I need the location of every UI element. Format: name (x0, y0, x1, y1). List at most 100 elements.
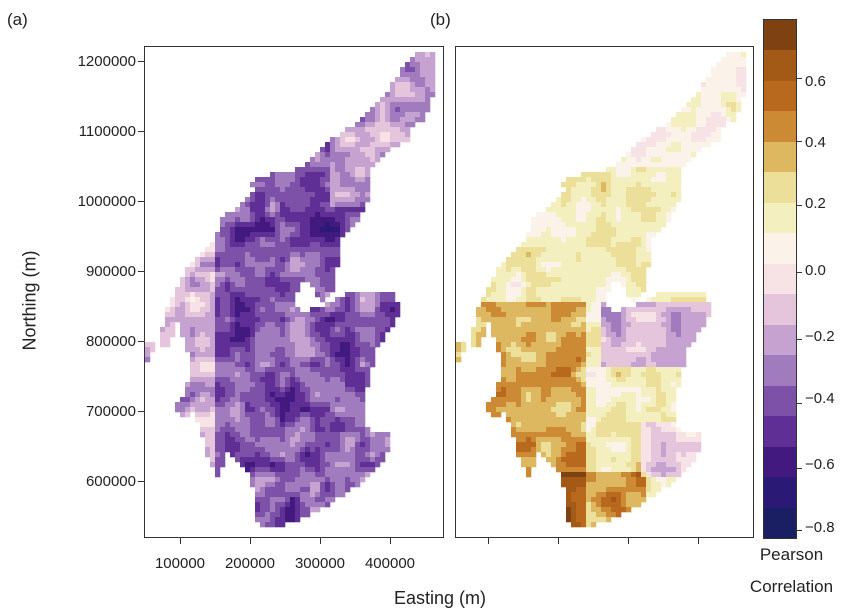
map-cell (320, 252, 326, 258)
map-cell (571, 192, 577, 198)
map-cell (355, 362, 361, 368)
map-cell (551, 432, 557, 438)
map-cell (345, 172, 351, 178)
map-cell (686, 312, 692, 318)
map-cell (491, 297, 497, 303)
map-cell (631, 467, 637, 473)
map-cell (240, 372, 246, 378)
map-cell (596, 432, 602, 438)
map-cell (215, 397, 221, 403)
map-cell (501, 352, 507, 358)
map-cell (741, 62, 747, 68)
map-cell (546, 322, 552, 328)
map-cell (355, 147, 361, 153)
map-cell (536, 257, 542, 263)
map-cell (330, 282, 336, 288)
map-cell (220, 217, 226, 223)
map-cell (255, 477, 261, 483)
map-cell (561, 277, 567, 283)
map-cell (511, 292, 517, 298)
map-cell (275, 437, 281, 443)
map-cell (551, 247, 557, 253)
map-cell (240, 302, 246, 308)
map-cell (325, 242, 331, 248)
map-cell (626, 402, 632, 408)
map-cell (636, 217, 642, 223)
map-cell (571, 332, 577, 338)
map-cell (245, 382, 251, 388)
map-cell (531, 292, 537, 298)
map-cell (636, 477, 642, 483)
colorbar (763, 19, 797, 539)
map-cell (526, 472, 532, 478)
map-cell (255, 352, 261, 358)
map-cell (230, 372, 236, 378)
map-cell (260, 502, 266, 508)
map-cell (651, 227, 657, 233)
map-cell (626, 367, 632, 373)
map-cell (335, 192, 341, 198)
map-cell (370, 107, 376, 113)
map-cell (290, 202, 296, 208)
map-cell (365, 472, 371, 478)
map-cell (235, 397, 241, 403)
map-cell (345, 362, 351, 368)
map-cell (596, 307, 602, 313)
map-cell (636, 412, 642, 418)
map-cell (566, 472, 572, 478)
map-cell (666, 162, 672, 168)
map-cell (686, 457, 692, 463)
map-cell (571, 457, 577, 463)
map-cell (611, 352, 617, 358)
map-cell (566, 402, 572, 408)
map-cell (405, 82, 411, 88)
map-cell (275, 477, 281, 483)
map-cell (235, 287, 241, 293)
map-cell (706, 112, 712, 118)
map-cell (250, 467, 256, 473)
map-cell (671, 132, 677, 138)
map-cell (320, 332, 326, 338)
map-cell (691, 292, 697, 298)
map-cell (626, 502, 632, 508)
map-cell (726, 107, 732, 113)
map-cell (285, 492, 291, 498)
map-cell (546, 337, 552, 343)
map-cell (631, 377, 637, 383)
map-cell (516, 277, 522, 283)
map-cell (621, 177, 627, 183)
map-cell (671, 442, 677, 448)
map-cell (571, 282, 577, 288)
map-cell (325, 287, 331, 293)
map-cell (631, 252, 637, 258)
map-cell (496, 282, 502, 288)
map-cell (576, 302, 582, 308)
map-cell (320, 232, 326, 238)
map-cell (280, 352, 286, 358)
map-cell (425, 87, 431, 93)
map-cell (260, 407, 266, 413)
map-cell (571, 187, 577, 193)
map-cell (566, 397, 572, 403)
map-cell (395, 122, 401, 128)
map-cell (300, 172, 306, 178)
map-cell (210, 332, 216, 338)
map-cell (285, 462, 291, 468)
tick-mark (138, 341, 144, 342)
map-cell (566, 502, 572, 508)
map-cell (666, 297, 672, 303)
map-cell (616, 397, 622, 403)
map-cell (355, 187, 361, 193)
map-cell (375, 157, 381, 163)
map-cell (616, 267, 622, 273)
map-cell (325, 417, 331, 423)
map-cell (325, 252, 331, 258)
map-cell (656, 217, 662, 223)
map-cell (425, 92, 431, 98)
map-cell (420, 62, 426, 68)
map-cell (215, 452, 221, 458)
map-cell (375, 142, 381, 148)
map-cell (611, 272, 617, 278)
map-cell (631, 352, 637, 358)
map-cell (651, 162, 657, 168)
